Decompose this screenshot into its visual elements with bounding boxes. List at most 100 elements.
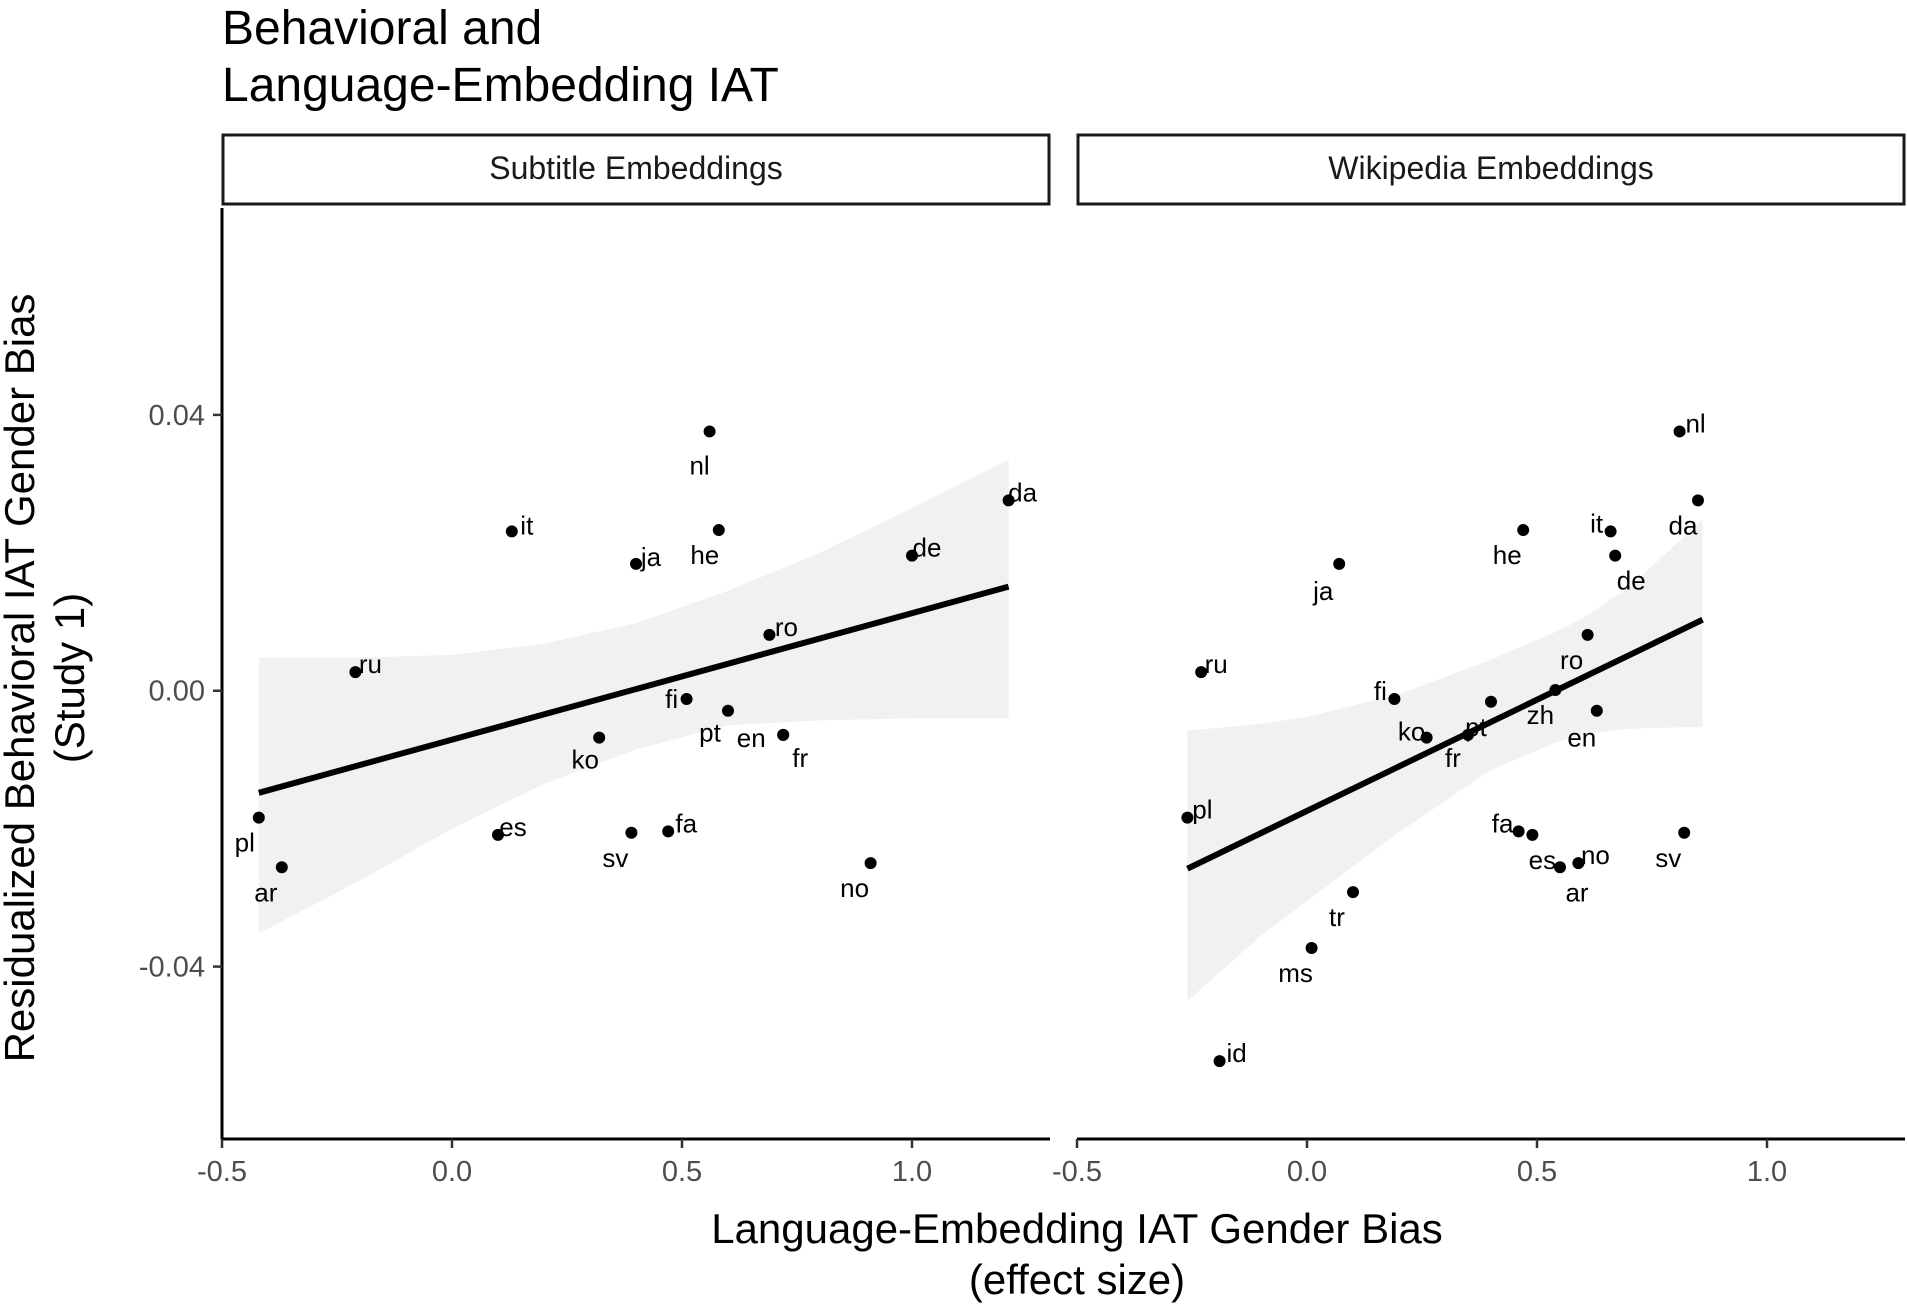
- x-tick-label-subtitle: -0.5: [197, 1156, 247, 1188]
- point-label-wikipedia-ja: ja: [1312, 576, 1334, 606]
- facet-strip-wikipedia: [1076, 133, 1906, 206]
- x-tick-label-wikipedia: 1.0: [1747, 1156, 1787, 1188]
- point-label-subtitle-fr: fr: [792, 743, 808, 773]
- point-label-wikipedia-id: id: [1226, 1038, 1246, 1068]
- point-label-wikipedia-fi: fi: [1374, 676, 1387, 706]
- point-label-subtitle-ro: ro: [775, 612, 798, 642]
- confidence-band-wikipedia: [1187, 519, 1703, 1002]
- regression-line-wikipedia: [1186, 617, 1704, 872]
- facet-strip-subtitle: [221, 133, 1051, 206]
- data-point-wikipedia-ms: [1305, 941, 1318, 954]
- data-point-wikipedia-de: [1609, 549, 1622, 562]
- chart-title-line-2: Language-Embedding IAT: [222, 59, 779, 112]
- point-label-wikipedia-ro: ro: [1560, 645, 1583, 675]
- point-label-wikipedia-no: no: [1581, 840, 1610, 870]
- y-tick-label: 0.00: [149, 676, 205, 708]
- x-tick-label-wikipedia: 0.5: [1517, 1156, 1557, 1188]
- x-axis-title-line-2: (effect size): [969, 1256, 1185, 1303]
- data-point-subtitle-it: [505, 525, 518, 538]
- point-label-subtitle-fa: fa: [675, 808, 697, 838]
- data-point-subtitle-nl: [703, 425, 716, 438]
- x-tick-label-wikipedia: -0.5: [1052, 1156, 1102, 1188]
- data-point-wikipedia-ko: [1420, 731, 1433, 744]
- x-tick-label-subtitle: 0.0: [432, 1156, 472, 1188]
- data-point-wikipedia-tr: [1347, 886, 1359, 899]
- x-tick-label-subtitle: 1.0: [892, 1156, 932, 1188]
- point-label-subtitle-da: da: [1008, 477, 1037, 507]
- data-point-wikipedia-pl: [1181, 811, 1194, 824]
- point-label-wikipedia-fa: fa: [1492, 808, 1514, 838]
- point-label-wikipedia-pl: pl: [1192, 795, 1212, 825]
- data-point-wikipedia-fi: [1388, 693, 1401, 706]
- chart-title-line-1: Behavioral and: [222, 2, 543, 55]
- point-label-subtitle-de: de: [913, 533, 942, 563]
- point-label-subtitle-nl: nl: [689, 450, 709, 480]
- data-point-subtitle-ro: [763, 628, 776, 641]
- point-label-subtitle-he: he: [690, 540, 719, 570]
- point-label-subtitle-it: it: [520, 510, 534, 540]
- point-label-wikipedia-da: da: [1669, 510, 1698, 540]
- point-label-subtitle-ru: ru: [359, 649, 382, 679]
- data-point-wikipedia-zh: [1549, 684, 1562, 697]
- data-point-subtitle-fi: [680, 693, 693, 706]
- data-point-wikipedia-fa: [1512, 825, 1525, 838]
- y-axis-title-line-1: Residualized Behavioral IAT Gender Bias: [0, 294, 43, 1063]
- data-point-wikipedia-es: [1526, 828, 1539, 841]
- point-label-subtitle-ar: ar: [254, 877, 277, 907]
- data-point-wikipedia-ro: [1581, 628, 1594, 641]
- point-label-wikipedia-ms: ms: [1278, 958, 1313, 988]
- data-point-subtitle-he: [712, 524, 725, 537]
- data-point-subtitle-fa: [662, 825, 675, 838]
- data-point-wikipedia-ja: [1333, 557, 1346, 570]
- data-point-subtitle-es: [492, 828, 504, 841]
- point-label-wikipedia-ko: ko: [1398, 717, 1425, 747]
- point-label-wikipedia-fr: fr: [1445, 743, 1461, 773]
- data-point-wikipedia-da: [1692, 494, 1704, 507]
- data-point-wikipedia-en: [1590, 704, 1603, 717]
- data-point-subtitle-no: [864, 857, 877, 870]
- data-point-wikipedia-pt: [1485, 695, 1497, 708]
- y-axis-title-line-2: (Study 1): [46, 593, 93, 763]
- data-point-subtitle-da: [1002, 494, 1015, 507]
- data-point-subtitle-fr: [777, 728, 790, 741]
- data-point-wikipedia-nl: [1673, 425, 1686, 438]
- chart-title: Behavioral and Language-Embedding IAT: [222, 0, 779, 114]
- confidence-band-subtitle: [258, 459, 1009, 934]
- point-label-wikipedia-sv: sv: [1655, 843, 1681, 873]
- point-label-subtitle-ja: ja: [640, 542, 662, 572]
- point-label-subtitle-es: es: [499, 812, 526, 842]
- point-label-wikipedia-de: de: [1617, 566, 1646, 596]
- point-label-wikipedia-he: he: [1493, 540, 1522, 570]
- data-point-wikipedia-ar: [1554, 861, 1566, 874]
- data-point-wikipedia-it: [1604, 525, 1617, 538]
- point-label-wikipedia-es: es: [1529, 845, 1556, 875]
- point-label-subtitle-pl: pl: [235, 828, 255, 858]
- point-label-subtitle-ko: ko: [571, 745, 598, 775]
- data-point-wikipedia-sv: [1678, 826, 1691, 839]
- x-axis-title-line-1: Language-Embedding IAT Gender Bias: [711, 1205, 1443, 1252]
- data-point-wikipedia-fr: [1462, 728, 1474, 741]
- point-label-wikipedia-tr: tr: [1329, 902, 1345, 932]
- point-label-wikipedia-nl: nl: [1685, 408, 1705, 438]
- data-point-subtitle-pl: [252, 811, 265, 824]
- x-tick-label-subtitle: 0.5: [662, 1156, 702, 1188]
- point-label-subtitle-pt: pt: [699, 718, 721, 748]
- facet-strip-label-wikipedia: Wikipedia Embeddings: [1328, 150, 1654, 186]
- point-label-subtitle-en: en: [737, 723, 766, 753]
- data-point-subtitle-ko: [593, 731, 606, 744]
- point-label-wikipedia-zh: zh: [1527, 700, 1554, 730]
- point-label-subtitle-fi: fi: [665, 684, 678, 714]
- y-tick-label: 0.04: [149, 400, 205, 432]
- point-label-wikipedia-ar: ar: [1565, 877, 1588, 907]
- data-point-subtitle-pt: [722, 704, 734, 717]
- regression-line-subtitle: [258, 583, 1010, 796]
- data-point-wikipedia-ru: [1195, 666, 1208, 679]
- data-point-subtitle-de: [906, 549, 918, 562]
- data-point-subtitle-sv: [625, 826, 638, 839]
- point-label-subtitle-no: no: [840, 873, 869, 903]
- point-label-wikipedia-it: it: [1590, 508, 1604, 538]
- point-label-subtitle-sv: sv: [602, 843, 628, 873]
- data-point-wikipedia-no: [1572, 857, 1585, 870]
- data-point-subtitle-ru: [349, 666, 362, 679]
- data-point-subtitle-ar: [275, 861, 288, 874]
